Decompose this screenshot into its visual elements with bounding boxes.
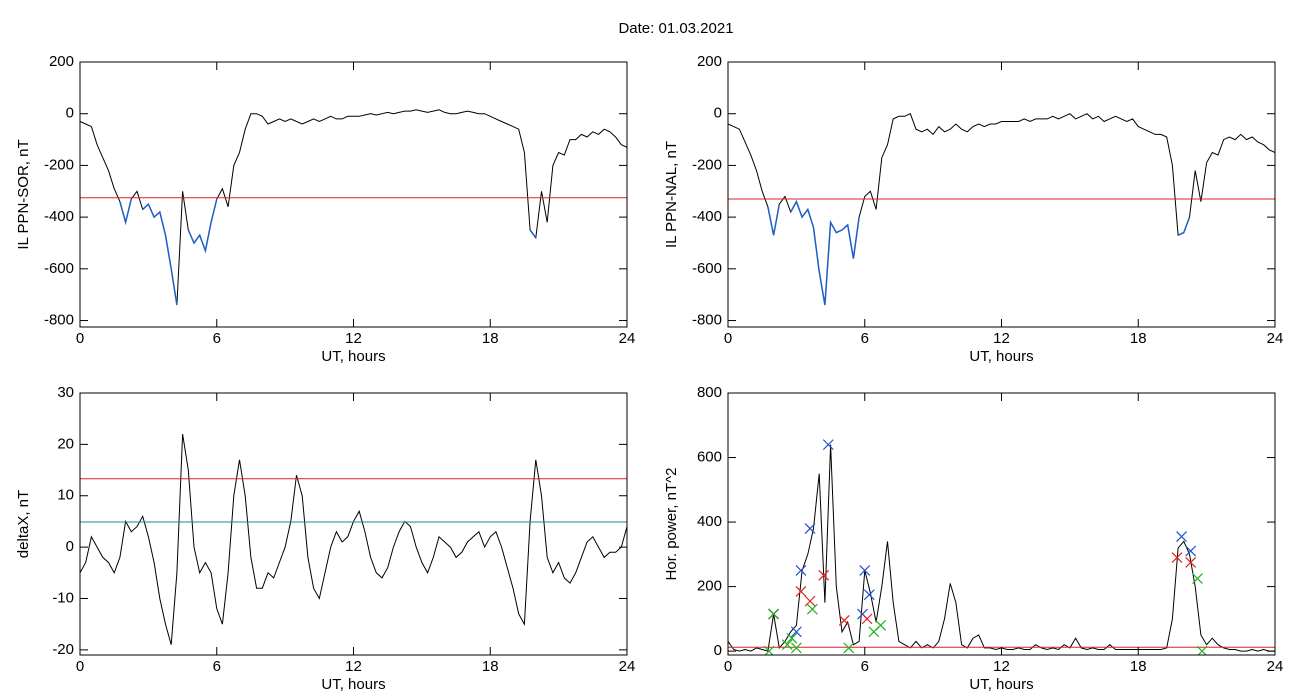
plot-area: [728, 113, 1275, 306]
x-tick-label: 12: [345, 330, 362, 347]
x-tick-label: 0: [724, 658, 732, 675]
plot-frame: [727, 392, 1276, 656]
y-tick-label: 0: [66, 105, 74, 122]
y-tick-label: -10: [52, 589, 74, 606]
cross-marker: [822, 439, 834, 451]
y-tick-label: -200: [692, 156, 722, 173]
cross-marker: [763, 645, 775, 655]
figure-title: Date: 01.03.2021: [618, 20, 733, 37]
y-tick-label: 0: [714, 105, 722, 122]
data-line: [728, 113, 1275, 306]
x-tick-label: 18: [1130, 330, 1147, 347]
below-threshold-line: [790, 199, 860, 306]
plot-area: [80, 434, 627, 645]
below-threshold-line: [187, 198, 218, 254]
x-tick-label: 24: [619, 658, 636, 675]
x-tick-label: 12: [345, 658, 362, 675]
cross-marker: [1176, 531, 1187, 543]
y-tick-label: 200: [697, 578, 722, 595]
plot-frame: [79, 392, 628, 656]
below-threshold-line: [1177, 216, 1191, 236]
x-tick-label: 12: [993, 658, 1010, 675]
cross-marker: [804, 595, 816, 607]
cross-marker: [781, 639, 793, 651]
x-tick-label: 0: [76, 330, 84, 347]
x-axis-label: UT, hours: [321, 348, 385, 365]
cross-marker: [1192, 573, 1203, 584]
cross-marker: [790, 642, 802, 654]
y-tick-label: -800: [44, 312, 74, 329]
y-tick-label: 600: [697, 449, 722, 466]
x-axis-label: UT, hours: [969, 348, 1033, 365]
x-tick-label: 24: [619, 330, 636, 347]
y-tick-label: 200: [697, 53, 722, 70]
y-tick-label: 200: [49, 53, 74, 70]
y-axis-label: deltaX, nT: [15, 490, 32, 558]
cross-marker: [795, 586, 807, 597]
y-tick-label: -400: [692, 208, 722, 225]
cross-marker: [818, 569, 830, 581]
x-tick-label: 18: [482, 658, 499, 675]
cross-marker: [786, 632, 798, 644]
cross-marker: [768, 608, 780, 620]
below-threshold-line: [142, 202, 178, 306]
x-tick-label: 0: [76, 658, 84, 675]
y-tick-label: 0: [66, 538, 74, 555]
plot-area: [728, 439, 1275, 655]
data-line: [80, 109, 627, 306]
cross-marker: [843, 642, 855, 654]
y-tick-label: -20: [52, 641, 74, 658]
below-threshold-line: [767, 204, 781, 236]
cross-marker: [838, 615, 850, 626]
y-tick-label: 0: [714, 642, 722, 659]
below-threshold-line: [119, 198, 133, 226]
x-axis-label: UT, hours: [321, 676, 385, 693]
data-line: [728, 444, 1275, 652]
plot-frame: [79, 61, 628, 328]
cross-marker: [790, 626, 802, 638]
cross-marker: [859, 565, 871, 576]
y-tick-label: 20: [57, 435, 74, 452]
cross-marker: [1185, 556, 1197, 568]
cross-marker: [861, 613, 873, 625]
y-tick-label: -400: [44, 208, 74, 225]
x-tick-label: 18: [482, 330, 499, 347]
x-tick-label: 24: [1267, 330, 1284, 347]
x-axis-label: UT, hours: [969, 676, 1033, 693]
x-tick-label: 6: [861, 330, 869, 347]
y-axis-label: IL PPN-NAL, nT: [663, 141, 680, 248]
y-tick-label: 800: [697, 384, 722, 401]
cross-marker: [804, 523, 816, 534]
cross-marker: [795, 565, 807, 576]
y-tick-label: 400: [697, 513, 722, 530]
plot-frame: [727, 61, 1276, 328]
x-tick-label: 6: [213, 330, 221, 347]
x-tick-label: 24: [1267, 658, 1284, 675]
cross-marker: [1171, 552, 1183, 563]
cross-marker: [1196, 645, 1208, 655]
plot-area: [80, 109, 627, 306]
y-tick-label: -800: [692, 312, 722, 329]
data-line: [80, 434, 627, 645]
y-axis-label: Hor. power, nT^2: [663, 468, 680, 581]
y-axis-label: IL PPN-SOR, nT: [15, 139, 32, 249]
x-tick-label: 12: [993, 330, 1010, 347]
x-tick-label: 6: [861, 658, 869, 675]
cross-marker: [875, 619, 887, 631]
cross-marker: [806, 603, 818, 615]
y-tick-label: 30: [57, 384, 74, 401]
cross-marker: [1185, 545, 1197, 557]
y-tick-label: -200: [44, 156, 74, 173]
cross-marker: [863, 589, 875, 601]
x-tick-label: 6: [213, 658, 221, 675]
x-tick-label: 0: [724, 330, 732, 347]
y-tick-label: -600: [692, 260, 722, 277]
below-threshold-line: [529, 229, 537, 239]
y-tick-label: -600: [44, 260, 74, 277]
y-tick-label: 10: [57, 487, 74, 504]
x-tick-label: 18: [1130, 658, 1147, 675]
